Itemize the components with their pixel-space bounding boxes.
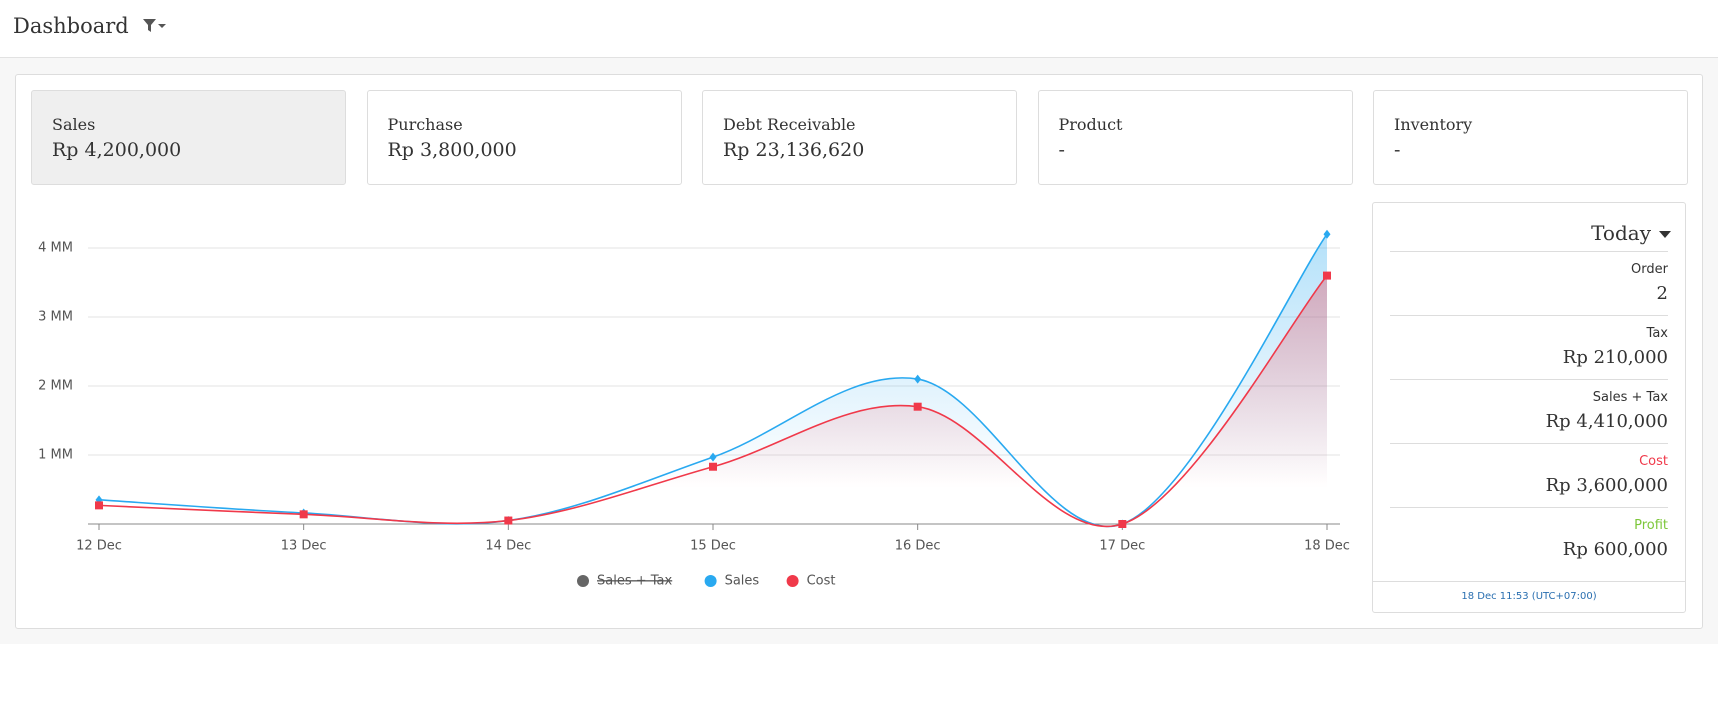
- x-tick-label: 17 Dec: [1099, 539, 1145, 554]
- summary-panel: Today Order 2 Tax Rp 210,000 Sales + Tax Rp 4…: [1372, 202, 1686, 613]
- summary-item: Sales + Tax Rp 4,410,000: [1390, 379, 1668, 443]
- y-tick-label: 3 MM: [38, 310, 73, 325]
- item-label: Order: [1631, 262, 1668, 277]
- period-label: Today: [1591, 221, 1651, 245]
- marker: [299, 510, 308, 519]
- item-label: Cost: [1639, 454, 1668, 469]
- summary-item: Tax Rp 210,000: [1390, 315, 1668, 379]
- card-label: Product: [1058, 115, 1123, 134]
- item-value: Rp 210,000: [1562, 347, 1668, 368]
- marker: [913, 402, 922, 411]
- card-value: Rp 23,136,620: [723, 139, 865, 161]
- y-tick-label: 2 MM: [38, 379, 73, 394]
- item-label: Profit: [1634, 518, 1668, 533]
- card-value: -: [1058, 139, 1065, 161]
- stat-card[interactable]: Purchase Rp 3,800,000: [366, 90, 682, 185]
- legend-swatch: [786, 575, 799, 587]
- card-label: Debt Receivable: [723, 115, 856, 134]
- card-value: -: [1394, 139, 1401, 161]
- x-tick-label: 18 Dec: [1304, 539, 1350, 554]
- caret: [1659, 231, 1671, 238]
- header: Dashboard: [0, 0, 1718, 58]
- x-tick-label: 16 Dec: [895, 539, 941, 554]
- card-value: Rp 3,800,000: [387, 139, 517, 161]
- marker: [709, 462, 717, 471]
- marker: [1323, 229, 1331, 239]
- marker: [1323, 271, 1331, 280]
- marker: [504, 516, 513, 525]
- summary-item: Order 2: [1390, 251, 1668, 315]
- x-tick-label: 14 Dec: [485, 539, 531, 554]
- stat-card[interactable]: Sales Rp 4,200,000: [31, 90, 346, 185]
- item-value: Rp 3,600,000: [1545, 475, 1668, 496]
- filter-icon[interactable]: [143, 19, 167, 35]
- line: [98, 233, 1328, 528]
- marker: [914, 374, 922, 384]
- stat-card[interactable]: Product -: [1037, 90, 1353, 185]
- legend-label[interactable]: Sales + Tax: [597, 574, 673, 589]
- chart: 1 MM 2 MM 3 MM 4 MM 12 Dec 13 Dec 14 Dec 15 Dec…: [38, 229, 1350, 589]
- y-tick-label: 1 MM: [38, 448, 73, 463]
- item-label: Sales + Tax: [1592, 390, 1668, 405]
- x-tick-label: 15 Dec: [690, 539, 736, 554]
- card-label: Purchase: [387, 115, 463, 134]
- x-tick-label: 12 Dec: [76, 539, 122, 554]
- card-label: Sales: [52, 115, 96, 134]
- stat-card[interactable]: Inventory -: [1373, 90, 1688, 185]
- item-value: Rp 600,000: [1562, 539, 1668, 560]
- marker: [709, 452, 717, 462]
- legend-label[interactable]: Sales: [725, 574, 760, 589]
- marker: [1118, 520, 1127, 528]
- card-label: Inventory: [1394, 115, 1473, 134]
- period-dropdown[interactable]: Today: [1591, 221, 1671, 245]
- summary-item: Cost Rp 3,600,000: [1390, 443, 1668, 507]
- page-title: Dashboard: [13, 14, 129, 38]
- card-value: Rp 4,200,000: [52, 139, 182, 161]
- legend-swatch: [704, 575, 717, 587]
- legend-label[interactable]: Cost: [807, 574, 836, 589]
- x-tick-label: 13 Dec: [281, 539, 327, 554]
- timestamp: 18 Dec 11:53 (UTC+07:00): [1373, 581, 1685, 612]
- item-label: Tax: [1646, 326, 1668, 341]
- area: [99, 275, 1327, 527]
- item-value: 2: [1656, 283, 1668, 304]
- stat-card[interactable]: Debt Receivable Rp 23,136,620: [702, 90, 1017, 185]
- item-value: Rp 4,410,000: [1545, 411, 1668, 432]
- summary-item: Profit Rp 600,000: [1390, 507, 1668, 571]
- y-tick-label: 4 MM: [38, 241, 73, 256]
- marker: [95, 501, 103, 510]
- legend-swatch: [577, 575, 589, 587]
